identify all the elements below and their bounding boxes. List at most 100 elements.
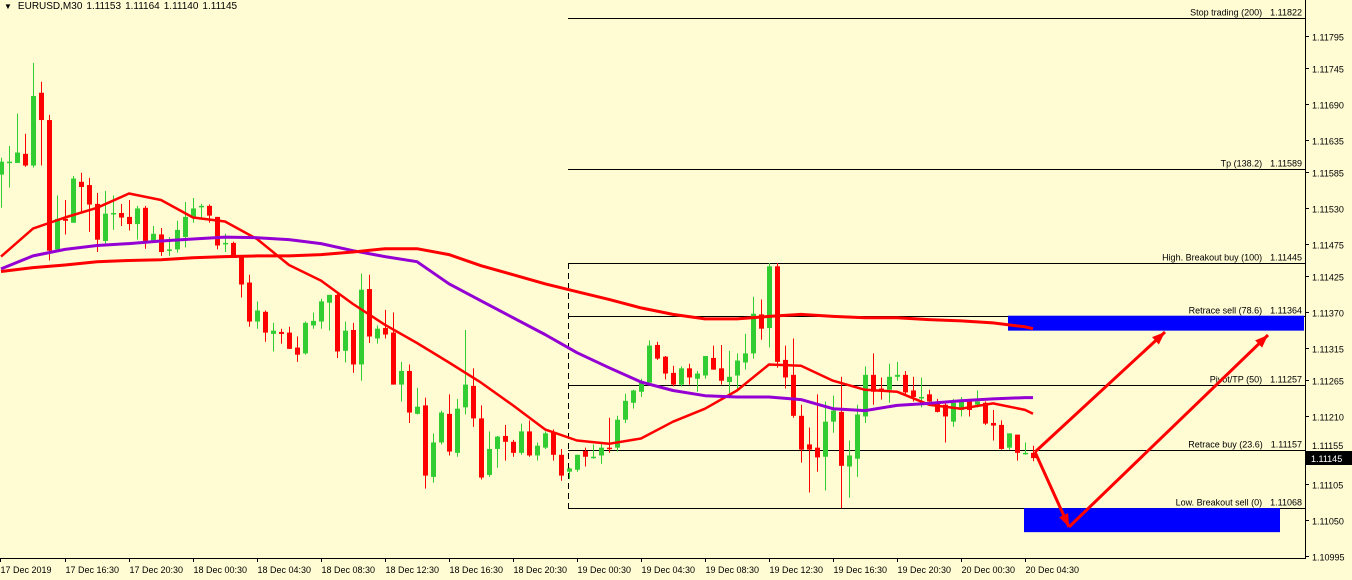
candle bbox=[647, 340, 652, 383]
x-tick-label: 18 Dec 20:30 bbox=[514, 565, 568, 575]
level-value: 1.11589 bbox=[1270, 159, 1302, 169]
candle bbox=[15, 113, 20, 163]
candle-body bbox=[567, 468, 572, 472]
candle-body bbox=[983, 402, 988, 424]
candle-body bbox=[639, 382, 644, 392]
candle bbox=[607, 417, 612, 453]
candle bbox=[375, 325, 380, 344]
candle bbox=[399, 361, 404, 402]
candle-body bbox=[791, 374, 796, 416]
candle bbox=[751, 296, 756, 359]
candle-body bbox=[703, 356, 708, 376]
candles bbox=[0, 62, 1036, 509]
candle-body bbox=[559, 454, 564, 476]
moving-average-line bbox=[0, 247, 1034, 331]
candle-body bbox=[759, 314, 764, 329]
x-tick-label: 17 Dec 16:30 bbox=[66, 565, 120, 575]
candle bbox=[991, 409, 996, 441]
candle bbox=[1007, 433, 1012, 450]
level-name: Retrace sell (78.6) bbox=[1189, 306, 1263, 316]
level-label: High. Breakout buy (100) 1.11445 bbox=[1162, 253, 1302, 263]
candle bbox=[1023, 442, 1028, 455]
candle-body bbox=[71, 178, 76, 223]
candle bbox=[895, 361, 900, 381]
candle-body bbox=[975, 401, 980, 405]
candle-body bbox=[383, 328, 388, 335]
candle-body bbox=[215, 216, 220, 246]
triangle-down-icon[interactable]: ▼ bbox=[4, 2, 12, 11]
candle bbox=[543, 431, 548, 449]
level-value: 1.11445 bbox=[1270, 253, 1302, 263]
x-tick-label: 18 Dec 08:30 bbox=[322, 565, 376, 575]
moving-average-line bbox=[0, 192, 1034, 446]
y-tick-label: 1.11050 bbox=[1312, 517, 1344, 527]
candle-body bbox=[943, 404, 948, 417]
candle bbox=[135, 205, 140, 240]
candle bbox=[767, 263, 772, 348]
candle-body bbox=[415, 406, 420, 414]
candle-body bbox=[679, 368, 684, 385]
candle-body bbox=[799, 415, 804, 450]
candle-body bbox=[831, 410, 836, 422]
candle bbox=[951, 398, 956, 427]
candle-body bbox=[735, 360, 740, 376]
candle-body bbox=[23, 153, 28, 166]
candle-body bbox=[447, 413, 452, 452]
level-name: Tp (138.2) bbox=[1221, 159, 1263, 169]
candle-body bbox=[1015, 434, 1020, 453]
candle bbox=[439, 410, 444, 445]
y-tick-label: 1.11425 bbox=[1312, 273, 1344, 283]
candle-body bbox=[655, 344, 660, 359]
candle-body bbox=[607, 447, 612, 450]
candle-body bbox=[503, 435, 508, 442]
candle bbox=[927, 389, 932, 403]
candle-body bbox=[535, 445, 540, 456]
candle bbox=[815, 394, 820, 472]
candle bbox=[423, 397, 428, 489]
x-tick-label: 19 Dec 04:30 bbox=[642, 565, 696, 575]
y-tick-label: 1.11745 bbox=[1312, 65, 1344, 75]
candle-body bbox=[999, 424, 1004, 449]
candle-body bbox=[151, 233, 156, 241]
candle-body bbox=[263, 311, 268, 333]
candle bbox=[783, 345, 788, 389]
candle-body bbox=[431, 442, 436, 477]
candle-body bbox=[319, 301, 324, 322]
chart-header: ▼ EURUSD,M30 1.11153 1.11164 1.11140 1.1… bbox=[4, 1, 237, 12]
candle-body bbox=[375, 328, 380, 339]
candle-body bbox=[39, 92, 44, 121]
candle bbox=[319, 298, 324, 329]
level-label: Low. Breakout sell (0) 1.11068 bbox=[1176, 498, 1302, 508]
candle-body bbox=[935, 402, 940, 412]
fibonacci-levels: Stop trading (200) 1.11822 Tp (138.2) 1.115… bbox=[568, 8, 1305, 509]
candle-body bbox=[143, 207, 148, 241]
candle bbox=[431, 433, 436, 483]
candle-body bbox=[55, 218, 60, 250]
candle-body bbox=[823, 421, 828, 457]
candle-body bbox=[351, 330, 356, 365]
candle-body bbox=[871, 374, 876, 392]
ohlc-open: 1.11153 bbox=[86, 1, 122, 12]
candle-body bbox=[991, 422, 996, 426]
candle bbox=[455, 398, 460, 457]
candle-body bbox=[599, 447, 604, 456]
y-tick-label: 1.11315 bbox=[1312, 345, 1344, 355]
candle-body bbox=[47, 120, 52, 251]
buy-zone bbox=[1008, 315, 1304, 331]
candle-body bbox=[743, 353, 748, 363]
level-name: Retrace buy (23.6) bbox=[1188, 440, 1263, 450]
candle bbox=[999, 420, 1004, 450]
candle bbox=[679, 366, 684, 387]
candle bbox=[567, 467, 572, 479]
candle-body bbox=[511, 441, 516, 453]
candle-body bbox=[647, 345, 652, 383]
candle bbox=[191, 198, 196, 223]
candle bbox=[695, 370, 700, 392]
ohlc-high: 1.11164 bbox=[125, 1, 160, 12]
candle-body bbox=[391, 332, 396, 385]
level-name: Stop trading (200) bbox=[1190, 8, 1262, 18]
candle bbox=[559, 448, 564, 481]
candle-body bbox=[631, 390, 636, 403]
level-value: 1.11822 bbox=[1270, 8, 1302, 18]
